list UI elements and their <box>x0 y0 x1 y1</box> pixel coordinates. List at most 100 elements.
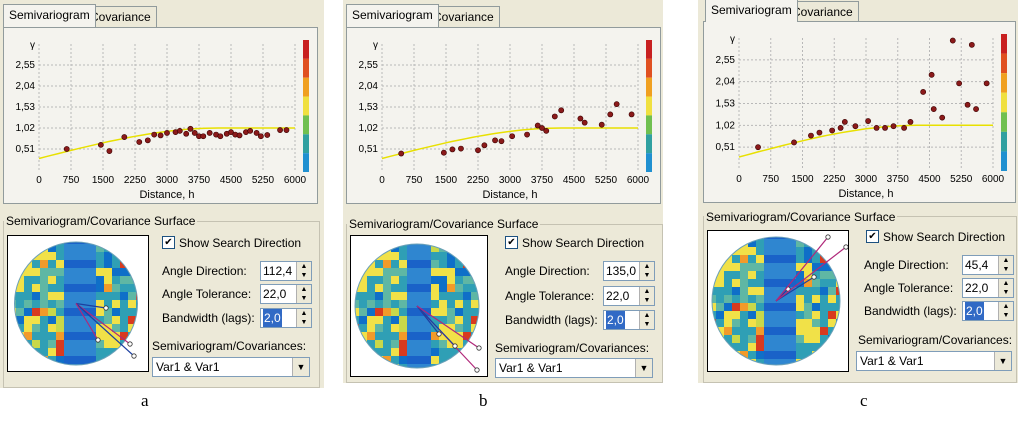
surface-cell <box>740 263 748 271</box>
show-search-direction-checkbox[interactable]: ✔ <box>866 230 879 243</box>
caption-c: c <box>860 391 868 410</box>
surface-cell <box>447 244 455 252</box>
angle-direction-spinner[interactable]: 45,4 ▲ ▼ <box>962 255 1014 275</box>
surface-cell <box>383 252 391 260</box>
surface-cell <box>391 268 399 276</box>
bandwidth-arrows[interactable]: ▲ ▼ <box>998 302 1013 320</box>
x-tick-label: 4500 <box>220 175 243 186</box>
surface-cell <box>431 260 439 268</box>
color-bar-segment <box>1001 34 1007 54</box>
surface-cell <box>820 367 828 371</box>
bandwidth-spinner[interactable]: 2,0 ▲ ▼ <box>603 310 655 330</box>
chevron-down-icon[interactable]: ▼ <box>292 358 309 376</box>
surface-cell <box>80 340 88 348</box>
data-point <box>816 129 823 136</box>
data-point <box>837 125 844 131</box>
bandwidth-spinner[interactable]: 2,0 ▲ ▼ <box>962 301 1014 321</box>
surface-cell <box>740 367 748 371</box>
surface-cell <box>712 359 716 365</box>
surface-cell <box>788 237 796 239</box>
surface-cell <box>764 287 772 295</box>
angle-direction-arrows[interactable]: ▲ ▼ <box>296 262 311 280</box>
surface-cell <box>780 351 788 359</box>
surface-cell <box>804 359 812 365</box>
show-search-direction-checkbox[interactable]: ✔ <box>162 236 175 249</box>
tab-covariance[interactable]: Covariance <box>427 6 500 27</box>
surface-cell <box>40 252 48 260</box>
color-bar-segment <box>1001 92 1007 113</box>
chevron-down-icon[interactable]: ▼ <box>994 352 1011 370</box>
surface-cell <box>836 239 840 247</box>
y-tick-label: 1,53 <box>359 102 379 113</box>
variable-select[interactable]: Var1 & Var1 ▼ <box>152 357 310 377</box>
surface-cell <box>407 252 415 260</box>
surface-cell <box>383 260 391 268</box>
surface-cell <box>359 364 367 368</box>
surface-cell <box>836 295 840 303</box>
tab-covariance[interactable]: Covariance <box>84 6 157 27</box>
surface-cell <box>16 316 24 324</box>
angle-direction-spinner[interactable]: 135,0 ▲ ▼ <box>603 261 655 281</box>
angle-tolerance-arrows[interactable]: ▲ ▼ <box>639 287 654 305</box>
surface-cell <box>112 242 120 244</box>
surface-cell <box>112 276 120 284</box>
angle-direction-arrows[interactable]: ▲ ▼ <box>998 256 1013 274</box>
bandwidth-arrows[interactable]: ▲ ▼ <box>639 311 654 329</box>
tab-covariance[interactable]: Covariance <box>786 1 859 22</box>
covariance-surface-map <box>707 230 849 372</box>
surface-cell <box>32 356 40 364</box>
tab-semivariogram[interactable]: Semivariogram <box>3 4 96 27</box>
surface-cell <box>383 284 391 292</box>
angle-direction-label: Angle Direction: <box>505 264 590 278</box>
bandwidth-spinner[interactable]: 2,0 ▲ ▼ <box>260 308 312 328</box>
surface-cell <box>439 236 447 244</box>
surface-cell <box>391 372 399 376</box>
angle-tolerance-spinner[interactable]: 22,0 ▲ ▼ <box>260 284 312 304</box>
surface-cell <box>14 242 16 244</box>
surface-cell <box>367 316 375 324</box>
angle-tolerance-arrows[interactable]: ▲ ▼ <box>296 285 311 303</box>
surface-outline <box>354 243 480 369</box>
surface-cell <box>804 319 812 327</box>
angle-tolerance-spinner[interactable]: 22,0 ▲ ▼ <box>603 286 655 306</box>
variable-select[interactable]: Var1 & Var1 ▼ <box>495 358 653 378</box>
show-search-direction-checkbox[interactable]: ✔ <box>505 236 518 249</box>
surface-cell <box>772 287 780 295</box>
surface-cell <box>80 316 88 324</box>
surface-cell <box>431 348 439 356</box>
tab-semivariogram[interactable]: Semivariogram <box>705 0 798 22</box>
surface-cell <box>804 237 812 239</box>
surface-cell <box>724 239 732 247</box>
surface-cell <box>48 268 56 276</box>
show-search-direction-label: Show Search Direction <box>179 236 302 250</box>
chevron-down-icon[interactable]: ▼ <box>635 359 652 377</box>
variable-select[interactable]: Var1 & Var1 ▼ <box>856 351 1012 371</box>
surface-cell <box>740 255 748 263</box>
surface-cell <box>431 236 439 244</box>
data-point <box>236 132 243 139</box>
surface-cell <box>455 300 463 308</box>
surface-cell <box>367 284 375 292</box>
surface-cell <box>716 319 724 327</box>
surface-cell <box>447 284 455 292</box>
x-tick-label: 6000 <box>982 174 1005 185</box>
surface-cell <box>399 316 407 324</box>
surface-cell <box>88 348 96 356</box>
angle-direction-spinner[interactable]: 112,4 ▲ ▼ <box>260 261 312 281</box>
angle-tolerance-spinner[interactable]: 22,0 ▲ ▼ <box>962 278 1014 298</box>
data-point <box>539 125 545 131</box>
tab-semivariogram[interactable]: Semivariogram <box>346 4 439 27</box>
x-tick-label: 3000 <box>855 174 878 185</box>
surface-cell <box>471 372 479 376</box>
angle-direction-arrows[interactable]: ▲ ▼ <box>639 262 654 280</box>
surface-cell <box>788 327 796 335</box>
angle-tolerance-arrows[interactable]: ▲ ▼ <box>998 279 1013 297</box>
bandwidth-arrows[interactable]: ▲ ▼ <box>296 309 311 327</box>
surface-cell <box>764 295 772 303</box>
surface-cell <box>796 239 804 247</box>
surface-cell <box>104 340 112 348</box>
search-direction-handle <box>131 353 137 359</box>
surface-cell <box>748 263 756 271</box>
surface-cell <box>56 268 64 276</box>
surface-cell <box>836 359 840 365</box>
